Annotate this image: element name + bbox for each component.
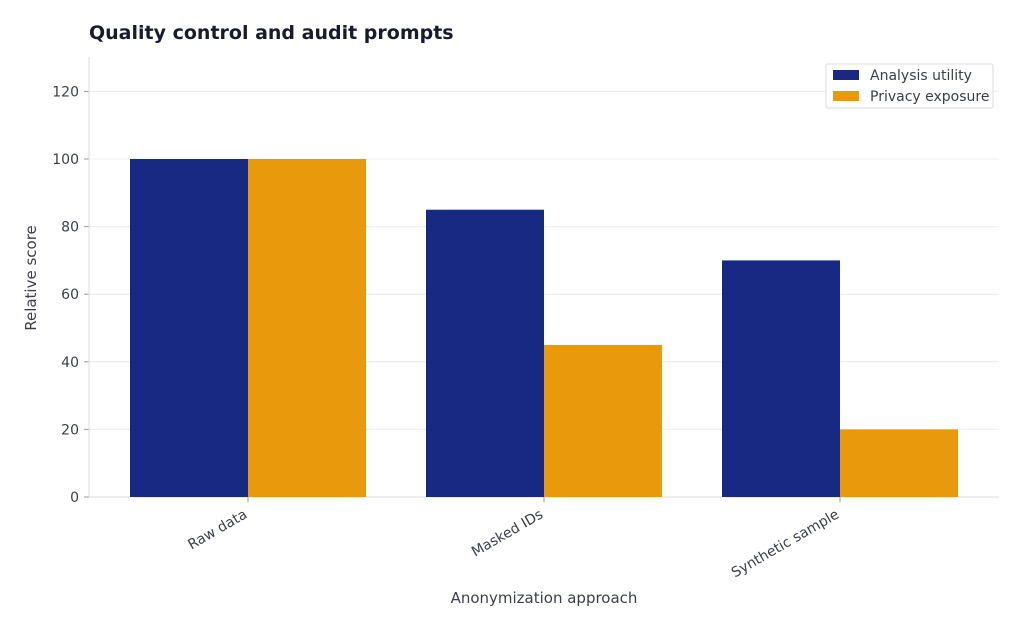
y-tick-label: 80	[61, 220, 79, 236]
x-tick-label: Synthetic sample	[729, 507, 842, 582]
legend-swatch-privacy-exposure	[833, 91, 859, 101]
x-tick-label: Masked IDs	[469, 507, 546, 561]
bar-privacy-exposure	[248, 159, 366, 497]
y-tick-label: 0	[70, 490, 79, 506]
y-tick-label: 100	[52, 152, 79, 168]
legend-swatch-analysis-utility	[833, 70, 859, 80]
y-axis-label: Relative score	[22, 225, 40, 331]
bar-analysis-utility	[722, 260, 840, 497]
legend-box	[825, 63, 994, 109]
bar-privacy-exposure	[544, 344, 662, 497]
y-tick-label: 20	[61, 422, 79, 438]
bars	[130, 159, 958, 497]
bar-privacy-exposure	[840, 429, 958, 497]
legend: Analysis utility Privacy exposure	[825, 63, 994, 109]
y-tick-label: 40	[61, 355, 79, 371]
bar-analysis-utility	[130, 159, 248, 497]
chart-title: Quality control and audit prompts	[89, 22, 454, 44]
x-tick-label: Raw data	[185, 507, 250, 554]
x-axis-label: Anonymization approach	[451, 589, 638, 607]
y-tick-label: 60	[61, 287, 79, 303]
bar-analysis-utility	[426, 209, 544, 497]
y-tick-label: 120	[52, 84, 79, 100]
legend-label-privacy-exposure: Privacy exposure	[870, 89, 989, 105]
legend-label-analysis-utility: Analysis utility	[870, 68, 972, 84]
